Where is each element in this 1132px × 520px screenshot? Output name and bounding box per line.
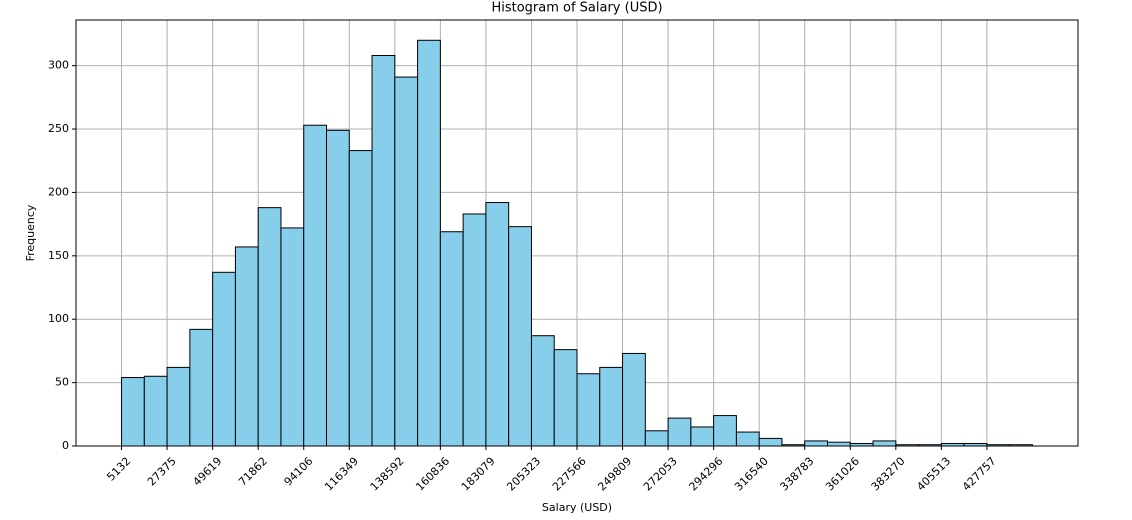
bar bbox=[212, 271, 236, 447]
x-tick-label: 427757 bbox=[960, 455, 999, 494]
y-tick-label: 250 bbox=[48, 122, 69, 135]
plot-frame bbox=[75, 19, 1079, 447]
bar bbox=[667, 417, 692, 447]
bar bbox=[758, 437, 783, 447]
x-tick-label: 249809 bbox=[595, 455, 634, 494]
bar bbox=[576, 373, 601, 447]
bar bbox=[348, 150, 373, 447]
y-tick-label: 200 bbox=[48, 185, 69, 198]
bar bbox=[325, 129, 350, 447]
x-tick-label: 205323 bbox=[504, 455, 543, 494]
bar bbox=[189, 328, 214, 447]
x-tick-label: 272053 bbox=[641, 455, 680, 494]
bar bbox=[394, 76, 419, 447]
x-tick-label: 116349 bbox=[322, 455, 361, 494]
bar bbox=[439, 231, 464, 447]
bar bbox=[804, 440, 829, 447]
bar bbox=[599, 366, 624, 447]
chart-title: Histogram of Salary (USD) bbox=[491, 1, 662, 16]
bar bbox=[121, 377, 145, 447]
bar bbox=[508, 226, 532, 447]
x-tick-label: 160836 bbox=[413, 455, 452, 494]
y-tick-label: 100 bbox=[48, 312, 69, 325]
x-tick-label: 316540 bbox=[732, 455, 771, 494]
bar bbox=[827, 441, 851, 447]
bar bbox=[257, 207, 282, 447]
x-tick-label: 138592 bbox=[368, 455, 407, 494]
bar bbox=[690, 426, 715, 447]
bar bbox=[485, 202, 510, 447]
bar bbox=[644, 430, 669, 447]
x-tick-label: 227566 bbox=[550, 455, 589, 494]
bar bbox=[166, 366, 191, 447]
bar bbox=[553, 349, 578, 447]
x-axis-label: Salary (USD) bbox=[542, 501, 612, 514]
y-tick-label: 300 bbox=[48, 59, 69, 72]
x-tick-label: 5132 bbox=[104, 455, 133, 484]
bar bbox=[735, 431, 760, 447]
x-tick-label: 405513 bbox=[914, 455, 953, 494]
bar bbox=[462, 213, 487, 447]
bar bbox=[234, 246, 259, 447]
bar bbox=[143, 375, 168, 447]
bar bbox=[713, 415, 737, 447]
x-tick-label: 361026 bbox=[823, 455, 862, 494]
x-tick-label: 94106 bbox=[282, 455, 316, 489]
x-tick-label: 294296 bbox=[687, 455, 726, 494]
x-tick-label: 27375 bbox=[145, 455, 179, 489]
y-axis-label: Frequency bbox=[24, 204, 37, 261]
x-tick-label: 338783 bbox=[778, 455, 817, 494]
bar bbox=[280, 227, 305, 447]
bar bbox=[417, 39, 441, 447]
x-tick-label: 71862 bbox=[236, 455, 270, 489]
bar bbox=[872, 440, 897, 447]
bar bbox=[622, 352, 646, 447]
x-tick-label: 183079 bbox=[459, 455, 498, 494]
y-tick-label: 50 bbox=[55, 376, 69, 389]
x-tick-label: 49619 bbox=[190, 455, 224, 489]
bar bbox=[303, 124, 327, 447]
y-tick-label: 0 bbox=[62, 439, 69, 452]
bar bbox=[530, 335, 555, 447]
y-tick-label: 150 bbox=[48, 249, 69, 262]
x-tick-label: 383270 bbox=[869, 455, 908, 494]
bar bbox=[371, 55, 396, 447]
